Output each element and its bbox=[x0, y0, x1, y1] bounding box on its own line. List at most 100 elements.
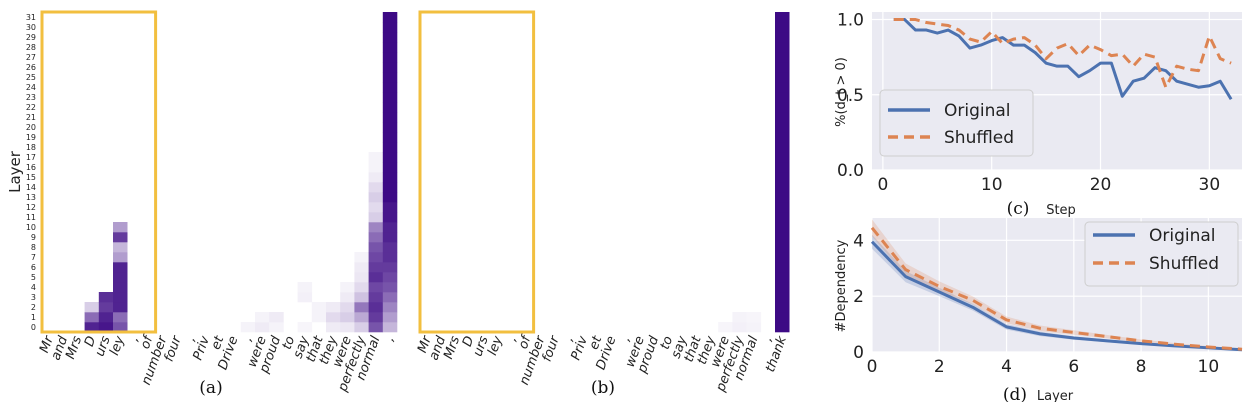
heatmap-b-token-label: to bbox=[658, 334, 677, 351]
heatmap-b-cell bbox=[775, 262, 790, 273]
line-d-band-shuffled bbox=[872, 219, 1242, 350]
heatmap-b-token-label: say bbox=[669, 334, 691, 360]
heatmap-b-cell bbox=[775, 92, 790, 103]
heatmap-b-cell bbox=[775, 32, 790, 43]
heatmap-a-token-label: say bbox=[291, 334, 313, 360]
line-c-legend: Original Shuffled bbox=[879, 89, 1034, 157]
heatmap-a-cell bbox=[326, 322, 341, 333]
line-c-y-tick: 0.0 bbox=[837, 161, 864, 181]
heatmap-a-cell bbox=[255, 322, 270, 333]
heatmap-b-cell bbox=[775, 252, 790, 263]
line-d-series-shuffled bbox=[870, 226, 1243, 351]
heatmap-a-cell bbox=[382, 82, 398, 93]
heatmap-a-cell bbox=[354, 282, 369, 293]
heatmap-a-cell bbox=[382, 22, 398, 33]
heatmap-a-cell bbox=[382, 132, 398, 143]
heatmap-a-layer-tick: 29 bbox=[26, 33, 36, 42]
line-d-xlabel: Layer bbox=[1037, 389, 1074, 402]
heatmap-a-cell bbox=[368, 162, 384, 173]
heatmap-a-cell bbox=[368, 322, 384, 333]
heatmap-a-cell bbox=[382, 32, 398, 43]
heatmap-a-cell bbox=[113, 302, 128, 313]
heatmap-a-cell bbox=[98, 302, 114, 313]
legend-original-label: Original bbox=[944, 101, 1011, 121]
heatmap-a-cell bbox=[368, 182, 384, 193]
line-d-x-tick: 8 bbox=[1136, 357, 1147, 377]
heatmap-a-layer-tick: 22 bbox=[26, 103, 36, 112]
heatmap-a-cell bbox=[240, 322, 256, 333]
legend-shuffled-label: Shuffled bbox=[944, 128, 1014, 148]
heatmap-a-layer-tick: 11 bbox=[26, 213, 36, 222]
heatmap-a-caption: (a) bbox=[199, 378, 222, 398]
heatmap-a-layer-tick: 23 bbox=[26, 93, 36, 102]
heatmap-a-cell bbox=[382, 242, 398, 253]
heatmap-a-layer-tick: 31 bbox=[26, 13, 36, 22]
heatmap-a-layer-tick: 10 bbox=[26, 223, 36, 232]
heatmap-a-layer-tick: 14 bbox=[26, 183, 36, 192]
line-c-series-original bbox=[893, 18, 1233, 101]
heatmap-a-cell bbox=[354, 272, 369, 283]
heatmap-b-cell bbox=[775, 192, 790, 203]
line-c-series-shuffled bbox=[893, 18, 1232, 89]
heatmap-b-cell bbox=[775, 322, 790, 333]
heatmap-a-cell bbox=[382, 292, 398, 303]
heatmap-a-highlight-box bbox=[40, 10, 158, 334]
heatmap-a-layer-tick: 1 bbox=[31, 313, 36, 322]
heatmap-a-cell bbox=[382, 252, 398, 263]
heatmap-a-cell bbox=[382, 322, 398, 333]
heatmap-a-layer-tick: 18 bbox=[26, 143, 36, 152]
heatmap-a-cell bbox=[368, 172, 384, 183]
heatmap-a-layer-tick: 17 bbox=[26, 153, 36, 162]
line-d-y-tick: 4 bbox=[853, 231, 864, 251]
heatmap-b-cell bbox=[775, 282, 790, 293]
heatmap-a-cell bbox=[382, 162, 398, 173]
line-c-caption: (c) bbox=[1007, 199, 1030, 219]
heatmap-a-cell bbox=[368, 242, 384, 253]
heatmap-a-cell bbox=[382, 142, 398, 153]
heatmap-a-cell bbox=[382, 272, 398, 283]
heatmap-a-token-label: , bbox=[127, 334, 143, 343]
heatmap-b-cell bbox=[775, 142, 790, 153]
heatmap-a-cell bbox=[368, 292, 384, 303]
heatmap-a-cell bbox=[354, 252, 369, 263]
heatmap-a-cell bbox=[354, 292, 369, 303]
heatmap-b-cell bbox=[732, 322, 747, 333]
heatmap-a-cell bbox=[368, 282, 384, 293]
heatmap-a-cell bbox=[297, 322, 313, 333]
heatmap-a-cell bbox=[84, 302, 100, 313]
heatmap-a-cell bbox=[368, 232, 384, 243]
line-d-legend: Original Shuffled bbox=[1084, 221, 1239, 287]
line-c-x-tick: 20 bbox=[1090, 175, 1112, 195]
heatmap-b-cell bbox=[775, 82, 790, 93]
heatmap-a-cell bbox=[340, 302, 355, 313]
line-c-x-tick: 30 bbox=[1199, 175, 1221, 195]
legend-d-shuffled-label: Shuffled bbox=[1149, 254, 1219, 274]
heatmap-a-layer-tick: 6 bbox=[31, 263, 36, 272]
heatmap-a-layer-tick: 24 bbox=[26, 83, 36, 92]
heatmap-a-cell bbox=[382, 122, 398, 133]
heatmap-a-cell bbox=[311, 312, 327, 323]
heatmap-a-cell bbox=[368, 202, 384, 213]
heatmap-b-cell bbox=[775, 132, 790, 143]
heatmap-b-cell bbox=[775, 172, 790, 183]
line-d-ylabel: #Dependency bbox=[834, 239, 849, 332]
heatmap-a: 0123456789101112131415161718192021222324… bbox=[26, 10, 398, 395]
heatmap-b-cell bbox=[775, 72, 790, 83]
heatmap-a-cell bbox=[368, 212, 384, 223]
heatmap-b-cell bbox=[746, 312, 762, 323]
heatmap-a-cell bbox=[382, 182, 398, 193]
heatmap-a-cell bbox=[113, 322, 128, 333]
line-d-band-original bbox=[872, 234, 1242, 351]
heatmap-b-cell bbox=[775, 22, 790, 33]
heatmap-b-cell bbox=[775, 12, 790, 23]
heatmap-a-token-label: et bbox=[209, 333, 228, 351]
heatmap-a-cell bbox=[368, 192, 384, 203]
heatmap-a-cell bbox=[98, 312, 114, 323]
heatmap-a-token-label: , bbox=[240, 334, 256, 343]
heatmap-b-cell bbox=[775, 122, 790, 133]
heatmap-b-token-label: ley bbox=[485, 334, 506, 358]
heatmap-b-token-label: , bbox=[760, 334, 776, 343]
heatmap-a-cell bbox=[382, 202, 398, 213]
line-d-x-tick: 4 bbox=[1001, 357, 1012, 377]
heatmap-a-cell bbox=[382, 62, 398, 73]
